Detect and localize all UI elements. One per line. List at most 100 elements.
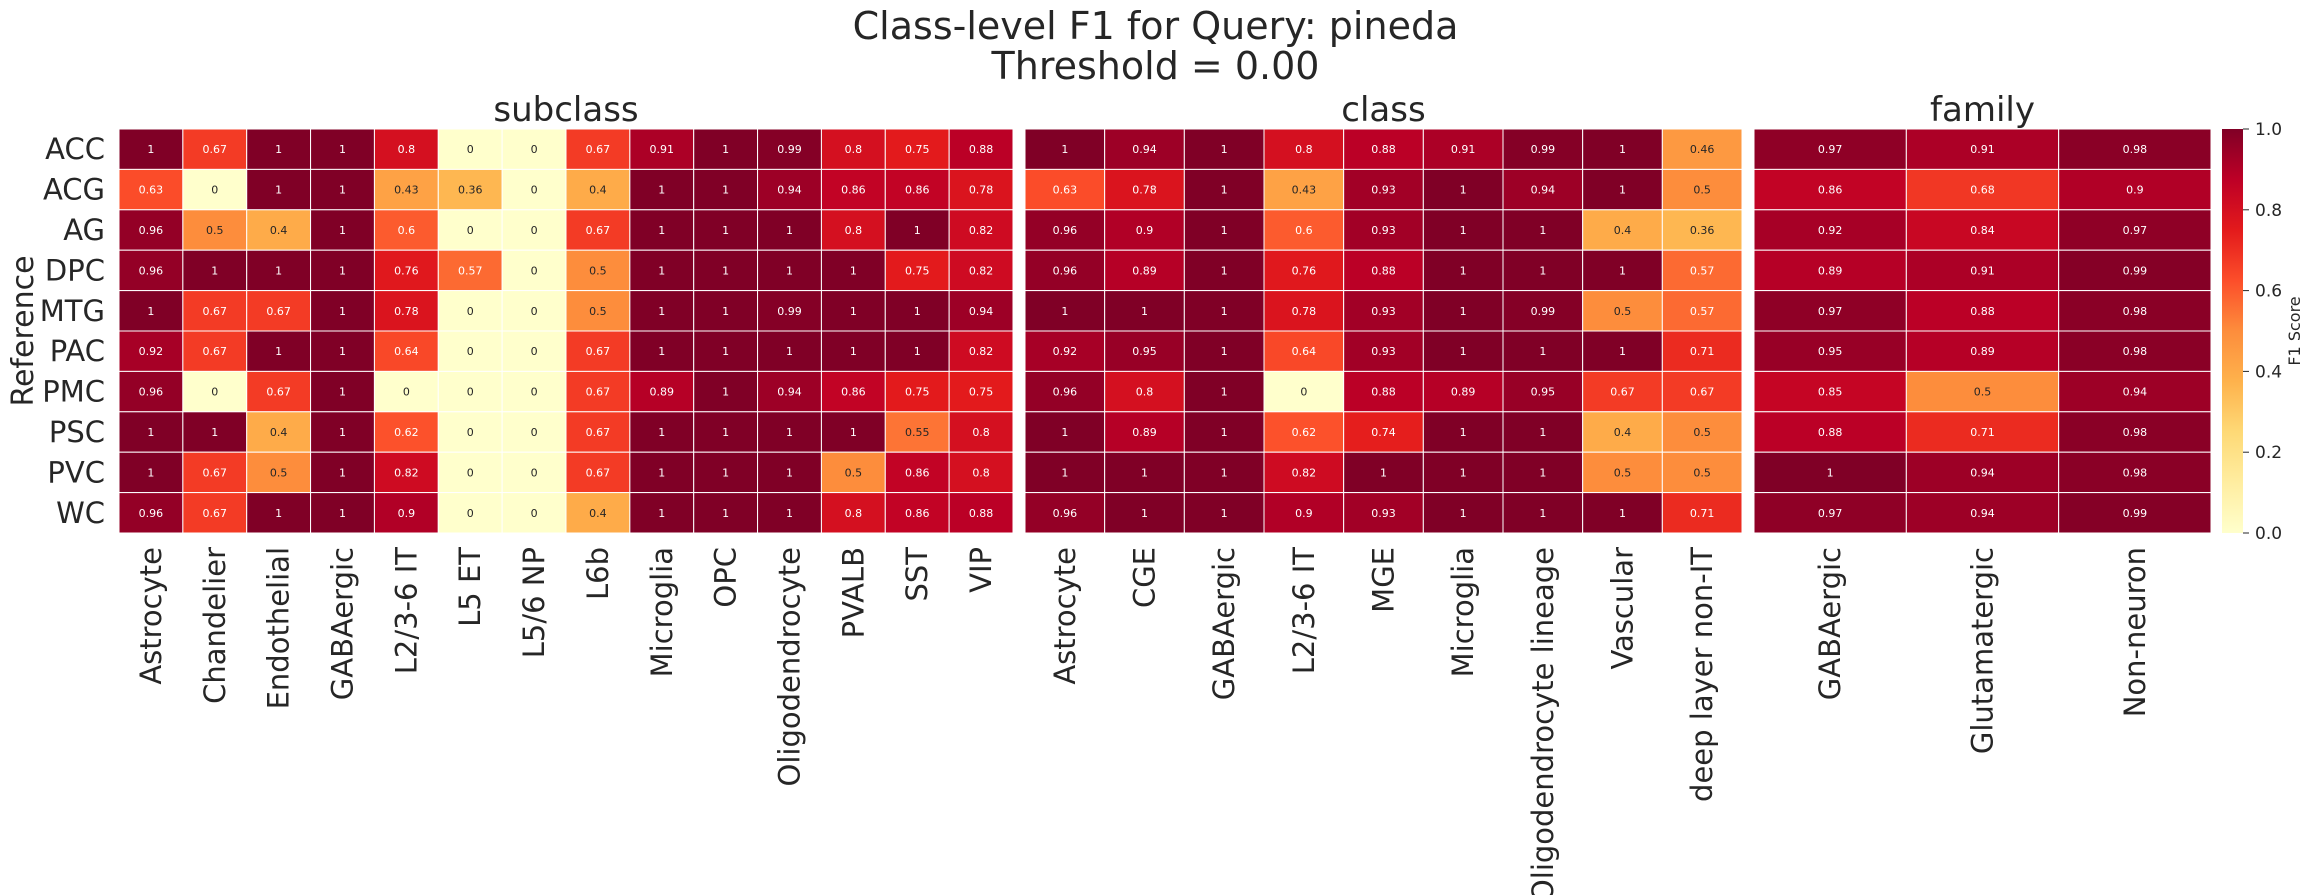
cell-value-label: 0.94 [777,184,802,197]
cell-value-label: 0.95 [1531,386,1556,399]
heatmap-cell [2058,168,2212,211]
heatmap-cell [1343,209,1424,251]
heatmap-cell [182,290,248,332]
cell-value-label: 0 [531,426,538,439]
cell-value-label: 0.97 [1818,305,1843,318]
cell-value-label: 0.8 [398,143,416,156]
heatmap-cell [1582,249,1663,292]
cell-value-label: 1 [850,305,857,318]
column-label: Vascular [1606,547,1640,670]
heatmap-cell [1422,128,1504,170]
cell-value-label: 1 [722,224,729,237]
cell-value-label: 0.67 [203,305,228,318]
heatmap-cell [1502,290,1584,332]
heatmap-cell [246,249,312,292]
heatmap-cell [820,411,886,453]
heatmap-cell [884,128,950,170]
column-label: GABAergic [326,547,360,700]
colorbar-label: F1 Score [2285,296,2304,365]
heatmap-cell [246,209,312,251]
cell-value-label: 0.67 [586,466,611,479]
cell-value-label: 0.88 [1970,305,1995,318]
heatmap-cell [1661,451,1743,494]
cell-value-label: 0.98 [2123,426,2148,439]
cell-value-label: 1 [147,466,154,479]
cell-value-label: 1 [1460,264,1467,277]
heatmap-cell [757,249,822,292]
cell-value-label: 0.92 [139,345,164,358]
cell-value-label: 0.94 [1132,143,1157,156]
cell-value-label: 0.6 [1295,224,1313,237]
heatmap-cell [1263,492,1345,534]
heatmap-cell [1905,411,2060,453]
cell-value-label: 0 [467,507,474,520]
heatmap-cell [693,249,759,292]
cell-value-label: 0.86 [841,184,866,197]
cell-value-label: 0.8 [845,143,863,156]
colorbar-tick-label: 0.0 [2255,524,2282,544]
heatmap-cell [501,209,567,251]
cell-value-label: 1 [914,224,921,237]
cell-value-label: 1 [850,345,857,358]
cell-value-label: 0 [467,466,474,479]
heatmap-cell [1104,168,1185,211]
cell-value-label: 0.8 [845,224,863,237]
heatmap-cell [1502,128,1584,170]
column-label: OPC [709,547,743,608]
heatmap-cell [1753,128,1907,170]
heatmap-cell [948,128,1014,170]
column-label: L5 ET [453,547,487,627]
cell-value-label: 0.5 [206,224,224,237]
heatmap-cell [565,411,631,453]
heatmap-cell [948,492,1014,534]
heatmap-cell [629,411,695,453]
heatmap-cell [310,209,375,251]
heatmap-cell [1661,370,1743,413]
heatmap-cell [1183,168,1265,211]
heatmap-cell [565,492,631,534]
cell-value-label: 0.5 [589,305,607,318]
heatmap-cell [629,330,695,372]
heatmap-cell [1183,290,1265,332]
cell-value-label: 0.92 [1053,345,1078,358]
cell-value-label: 1 [1061,305,1068,318]
cell-value-label: 0 [467,426,474,439]
column-label: L2/3-6 IT [389,547,423,675]
colorbar-tick-label: 0.8 [2255,201,2282,221]
heatmap-cell [629,370,695,413]
row-label: PSC [49,415,105,449]
cell-value-label: 1 [339,224,346,237]
colorbar [2222,129,2243,533]
heatmap-cell [2058,451,2212,494]
cell-value-label: 0.64 [1292,345,1317,358]
cell-value-label: 1 [722,386,729,399]
cell-value-label: 0.89 [1818,264,1843,277]
cell-value-label: 0.89 [1132,264,1157,277]
heatmap-cell [373,330,439,372]
heatmap-cell [1343,249,1424,292]
heatmap-cell [1905,330,2060,372]
heatmap-cell [1183,370,1265,413]
cell-value-label: 0.96 [1053,386,1078,399]
cell-value-label: 0.98 [2123,345,2148,358]
heatmap-cell [1024,492,1106,534]
cell-value-label: 0.96 [139,386,164,399]
cell-value-label: 0.76 [1292,264,1317,277]
cell-value-label: 0.76 [394,264,419,277]
heatmap-cell [373,290,439,332]
cell-value-label: 0.93 [1371,305,1396,318]
heatmap-cell [182,330,248,372]
cell-value-label: 0.57 [1690,305,1715,318]
cell-value-label: 1 [786,264,793,277]
cell-value-label: 0.97 [1818,143,1843,156]
cell-value-label: 0.91 [650,143,675,156]
cell-value-label: 1 [722,466,729,479]
cell-value-label: 0.86 [905,507,930,520]
cell-value-label: 1 [658,224,665,237]
cell-value-label: 0.71 [1690,507,1715,520]
heatmap-cell [629,492,695,534]
heatmap-cell [948,451,1014,494]
heatmap-cell [820,290,886,332]
cell-value-label: 1 [850,264,857,277]
cell-value-label: 0.4 [1614,426,1632,439]
